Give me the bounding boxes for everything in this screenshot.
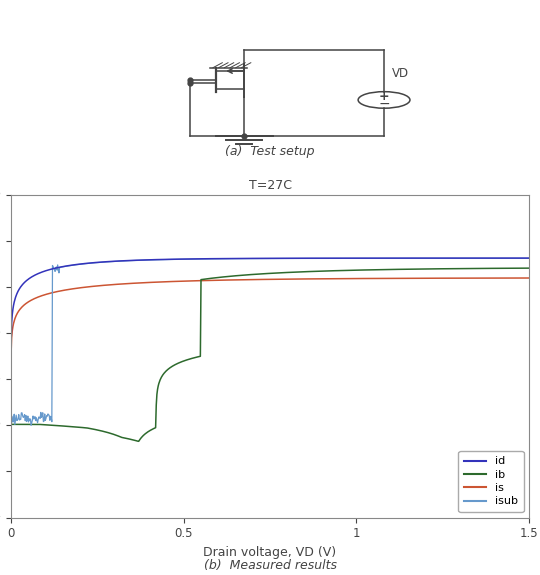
Title: T=27C: T=27C	[248, 179, 292, 192]
is	[8, 353, 14, 360]
X-axis label: Drain voltage, VD (V): Drain voltage, VD (V)	[204, 546, 336, 559]
isub	[309, 255, 316, 262]
ib	[526, 264, 532, 271]
Line: id: id	[11, 258, 529, 347]
is	[322, 275, 329, 282]
id	[401, 255, 407, 262]
Text: (b)  Measured results: (b) Measured results	[204, 559, 336, 572]
id	[322, 255, 329, 262]
Text: (a)  Test setup: (a) Test setup	[225, 145, 315, 158]
id	[8, 343, 14, 350]
Text: +: +	[379, 90, 389, 104]
ib	[455, 265, 461, 272]
is	[338, 275, 345, 282]
Legend: id, ib, is, isub: id, ib, is, isub	[458, 451, 524, 512]
isub	[8, 417, 14, 424]
id	[526, 255, 532, 262]
isub	[28, 422, 35, 429]
id	[39, 269, 46, 275]
is	[454, 275, 461, 282]
ib	[8, 421, 14, 428]
isub	[401, 255, 408, 262]
isub	[455, 255, 461, 262]
id	[454, 255, 461, 262]
isub	[323, 255, 329, 262]
ib	[309, 268, 316, 275]
ib	[401, 266, 408, 273]
isub	[339, 255, 345, 262]
ib	[323, 267, 329, 274]
Line: is: is	[11, 278, 529, 356]
ib	[339, 267, 345, 274]
ib	[136, 438, 142, 444]
is	[401, 275, 407, 282]
is	[526, 274, 532, 281]
Line: isub: isub	[11, 258, 529, 426]
is	[39, 292, 46, 299]
isub	[40, 418, 46, 425]
ib	[39, 421, 46, 428]
is	[309, 275, 315, 282]
Line: ib: ib	[11, 268, 529, 441]
id	[309, 255, 315, 262]
Text: VD: VD	[392, 67, 409, 80]
id	[338, 255, 345, 262]
isub	[526, 255, 532, 262]
Text: −: −	[378, 97, 390, 110]
